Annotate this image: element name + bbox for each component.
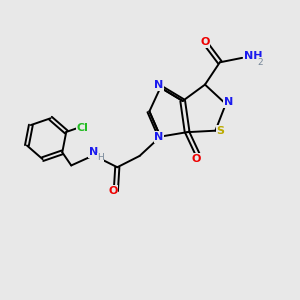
- Text: 2: 2: [258, 58, 263, 67]
- Text: O: O: [108, 186, 118, 196]
- Text: O: O: [200, 37, 210, 47]
- Text: Cl: Cl: [76, 123, 88, 133]
- Text: O: O: [192, 154, 201, 164]
- Text: NH: NH: [244, 51, 262, 62]
- Text: H: H: [97, 153, 104, 162]
- Text: N: N: [224, 98, 233, 107]
- Text: N: N: [154, 80, 164, 90]
- Text: N: N: [154, 132, 164, 142]
- Text: N: N: [89, 147, 98, 157]
- Text: S: S: [217, 126, 225, 136]
